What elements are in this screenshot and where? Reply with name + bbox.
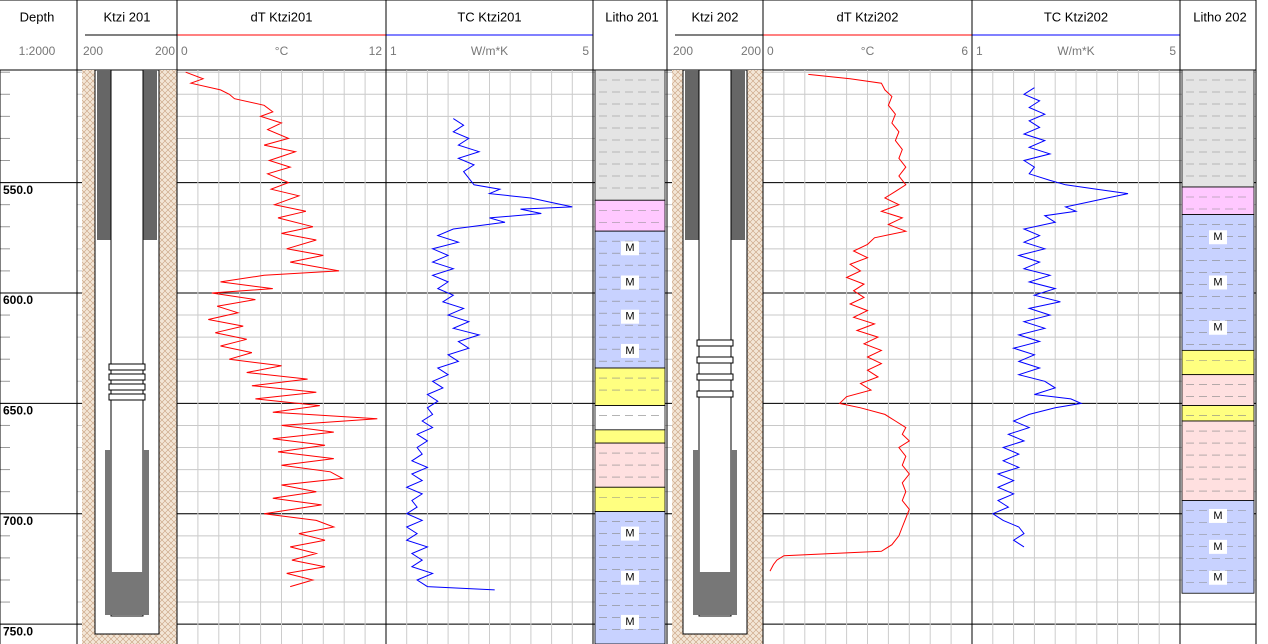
tick-label: 0: [767, 44, 774, 58]
scale-label: 200: [83, 44, 103, 58]
litho-layer: [594, 429, 666, 444]
litho-label: M: [1213, 231, 1222, 243]
packer: [696, 390, 734, 398]
scale-label: 1:2000: [19, 44, 56, 58]
casing-left: [97, 70, 111, 240]
packer: [108, 383, 146, 391]
liner-left: [693, 450, 699, 615]
liner-right: [143, 450, 149, 615]
litho-layer: [1181, 69, 1255, 188]
unit-label: W/m*K: [471, 44, 508, 58]
tick-label: 12: [369, 44, 383, 58]
litho-label-box: [1209, 508, 1227, 523]
depth-label: 550.0: [3, 183, 33, 197]
scale-label: 200: [155, 44, 175, 58]
litho-label: M: [1213, 276, 1222, 288]
track-title: Ktzi 202: [692, 9, 739, 24]
litho-label-box: [621, 343, 639, 358]
litho-layer: [1181, 420, 1255, 501]
litho-label-box: [1209, 570, 1227, 585]
track-title: Litho 201: [605, 9, 659, 24]
unit-label: W/m*K: [1057, 44, 1094, 58]
packer: [696, 356, 734, 364]
litho-layer: [594, 69, 666, 201]
tick-label: 1: [390, 44, 397, 58]
packer: [108, 363, 146, 371]
litho-label: M: [625, 572, 634, 584]
litho-label: M: [625, 616, 634, 628]
casing-right: [731, 70, 745, 240]
scale-label: 200: [673, 44, 693, 58]
litho-label-box: [621, 570, 639, 585]
litho-layer: [594, 199, 666, 232]
litho-layer: [1181, 374, 1255, 406]
depth-label: 600.0: [3, 293, 33, 307]
tick-label: 1: [976, 44, 983, 58]
packer: [696, 339, 734, 347]
litho-label-box: [1209, 320, 1227, 335]
track-title: TC Ktzi201: [457, 9, 521, 24]
depth-label: 750.0: [3, 624, 33, 638]
litho-layer: [594, 486, 666, 512]
litho-label-box: [621, 309, 639, 324]
depth-label: 650.0: [3, 404, 33, 418]
litho-layer: [1181, 186, 1255, 216]
litho-label-box: [1209, 539, 1227, 554]
litho-label-box: [621, 275, 639, 290]
litho-label: M: [625, 276, 634, 288]
litho-label-box: [1209, 275, 1227, 290]
packer: [696, 373, 734, 381]
litho-layer: [1181, 405, 1255, 422]
track-title: dT Ktzi202: [837, 9, 899, 24]
litho-label-box: [621, 614, 639, 629]
litho-label: M: [625, 311, 634, 323]
casing-left: [685, 70, 699, 240]
curve: [185, 71, 378, 588]
unit-label: °C: [861, 44, 875, 58]
litho-label: M: [625, 528, 634, 540]
track-title: dT Ktzi201: [251, 9, 313, 24]
tick-label: 5: [582, 44, 589, 58]
litho-label: M: [1213, 510, 1222, 522]
litho-label: M: [625, 345, 634, 357]
curve: [769, 73, 911, 572]
tick-label: 6: [961, 44, 968, 58]
tick-label: 0: [181, 44, 188, 58]
litho-label: M: [625, 242, 634, 254]
packer: [108, 373, 146, 381]
track-title: TC Ktzi202: [1044, 9, 1108, 24]
plug: [111, 572, 143, 615]
liner-right: [731, 450, 737, 615]
litho-layer: [1181, 349, 1255, 376]
litho-label-box: [1209, 230, 1227, 245]
curve: [991, 87, 1129, 548]
track-title: Litho 202: [1193, 9, 1247, 24]
packer: [108, 393, 146, 401]
litho-label-box: [621, 526, 639, 541]
casing-right: [143, 70, 157, 240]
litho-layer: [594, 405, 666, 431]
litho-layer: [594, 367, 666, 406]
litho-label: M: [1213, 322, 1222, 334]
curve: [405, 118, 573, 591]
track-title: Ktzi 201: [104, 9, 151, 24]
litho-label: M: [1213, 572, 1222, 584]
track-title: Depth: [20, 9, 55, 24]
litho-label-box: [621, 241, 639, 256]
litho-label: M: [1213, 541, 1222, 553]
unit-label: °C: [275, 44, 289, 58]
plug: [699, 572, 731, 615]
tubing: [110, 69, 144, 617]
depth-label: 700.0: [3, 514, 33, 528]
tick-label: 5: [1169, 44, 1176, 58]
liner-left: [105, 450, 111, 615]
scale-label: 200: [741, 44, 761, 58]
